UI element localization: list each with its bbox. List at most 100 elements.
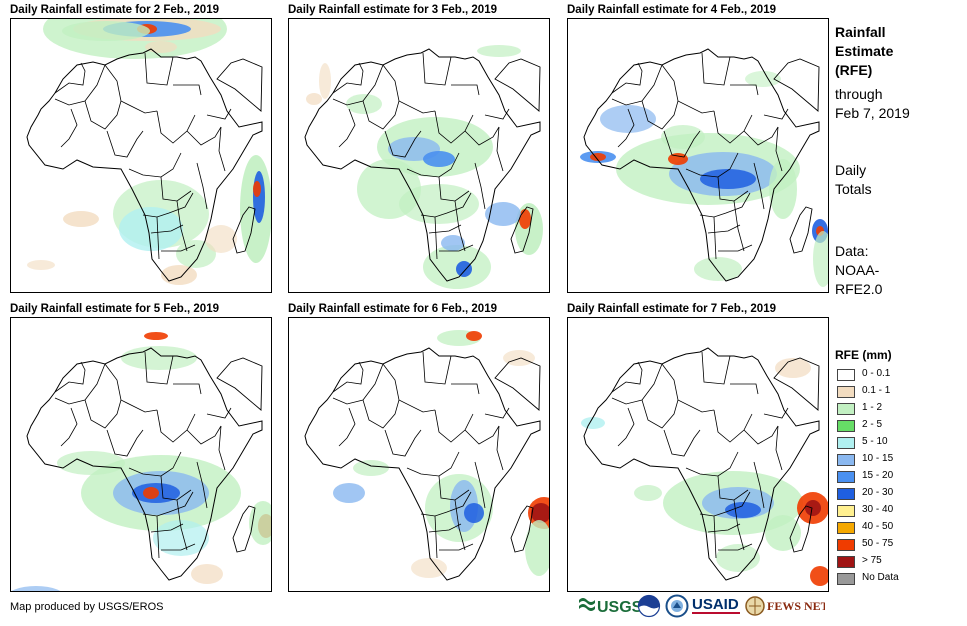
country-border — [156, 110, 196, 144]
map-title: Daily Rainfall estimate for 6 Feb., 2019 — [288, 303, 497, 315]
country-border — [730, 84, 759, 96]
period-line: Feb 7, 2019 — [835, 105, 910, 121]
country-border — [718, 244, 753, 252]
rainfall-map — [567, 18, 829, 293]
legend-item: 50 - 75 — [837, 537, 947, 552]
doi-seal-logo — [665, 594, 689, 618]
map-canvas — [581, 347, 828, 586]
country-border — [617, 108, 635, 148]
country-border — [611, 64, 663, 106]
country-border — [434, 515, 438, 559]
legend-item: > 75 — [837, 554, 947, 569]
legend-title: RFE (mm) — [835, 348, 892, 362]
source-line: NOAA- — [835, 262, 880, 278]
legend-swatch — [837, 386, 855, 398]
country-border — [496, 126, 504, 172]
rain-patch — [144, 332, 168, 340]
legend-label: No Data — [862, 572, 899, 583]
rain-patch — [353, 460, 389, 476]
legend-swatch — [837, 471, 855, 483]
madagascar-outline — [232, 505, 256, 553]
country-border — [84, 100, 122, 130]
fews-net-logo-text: FEWS NET — [767, 599, 825, 613]
country-border — [161, 543, 196, 551]
country-border — [160, 176, 192, 202]
country-border — [663, 429, 701, 457]
country-border — [464, 425, 500, 445]
country-border — [496, 425, 504, 471]
country-border — [384, 429, 422, 457]
country-border — [713, 110, 753, 144]
country-border — [718, 543, 753, 551]
rain-patch — [119, 207, 183, 251]
map-canvas — [11, 332, 271, 591]
country-border — [611, 62, 643, 94]
map-canvas — [304, 330, 549, 581]
country-border — [144, 52, 174, 86]
usgs-logo-text: USGS — [597, 599, 643, 616]
country-border — [422, 52, 452, 86]
country-border — [434, 409, 474, 443]
legend-item: 5 - 10 — [837, 435, 947, 450]
arabia-outline — [216, 58, 263, 112]
usaid-logo: USAID — [692, 596, 740, 614]
legend-label: 50 - 75 — [862, 538, 894, 549]
country-border — [611, 361, 643, 393]
country-border — [699, 491, 751, 517]
country-border — [753, 461, 765, 509]
madagascar-outline — [510, 505, 534, 553]
country-border — [661, 363, 715, 413]
arabia-outline — [494, 357, 541, 411]
country-border — [743, 126, 779, 146]
map-title: Daily Rainfall estimate for 2 Feb., 2019 — [10, 4, 219, 16]
rain-patch — [253, 181, 261, 197]
country-border — [218, 425, 226, 471]
rain-patch — [525, 520, 549, 576]
rain-patch — [27, 260, 55, 270]
country-border — [454, 200, 466, 252]
rain-patch — [253, 171, 265, 223]
map-panel-1: Daily Rainfall estimate for 2 Feb., 2019 — [10, 3, 272, 293]
country-border — [104, 64, 158, 114]
country-border — [707, 224, 741, 234]
country-border — [474, 461, 486, 509]
legend-label: 5 - 10 — [862, 436, 888, 447]
country-border — [206, 407, 232, 419]
rain-patch — [464, 503, 484, 523]
legend-label: 0.1 - 1 — [862, 385, 891, 396]
country-border — [701, 52, 731, 86]
arabia-outline — [773, 58, 820, 112]
rain-patch — [503, 350, 535, 366]
country-border — [156, 216, 160, 260]
title-line: (RFE) — [835, 62, 873, 78]
legend-swatch — [837, 420, 855, 432]
country-border — [332, 363, 384, 405]
fews-net-logo: FEWS NET — [745, 596, 825, 616]
country-border — [196, 461, 208, 509]
country-border — [84, 399, 122, 429]
title-line: Estimate — [835, 43, 894, 59]
country-border — [176, 499, 188, 551]
country-border — [663, 130, 701, 158]
country-border — [701, 351, 731, 385]
country-border — [406, 451, 460, 477]
period-line: through — [835, 86, 883, 102]
country-border — [384, 130, 422, 158]
map-panel-5: Daily Rainfall estimate for 6 Feb., 2019 — [288, 302, 550, 592]
legend-swatch — [837, 369, 855, 381]
country-border — [641, 100, 679, 130]
country-border — [439, 244, 474, 252]
country-border — [484, 108, 510, 120]
totals-text: Daily Totals — [835, 161, 872, 199]
rain-patch — [769, 159, 797, 219]
country-border — [438, 176, 470, 202]
country-border — [753, 162, 765, 210]
map-title: Daily Rainfall estimate for 7 Feb., 2019 — [567, 303, 776, 315]
country-border — [422, 351, 452, 385]
country-border — [196, 162, 208, 210]
country-border — [338, 407, 356, 447]
country-border — [434, 110, 474, 144]
country-border — [611, 363, 663, 405]
africa-coastline — [26, 48, 263, 282]
country-border — [733, 499, 745, 551]
